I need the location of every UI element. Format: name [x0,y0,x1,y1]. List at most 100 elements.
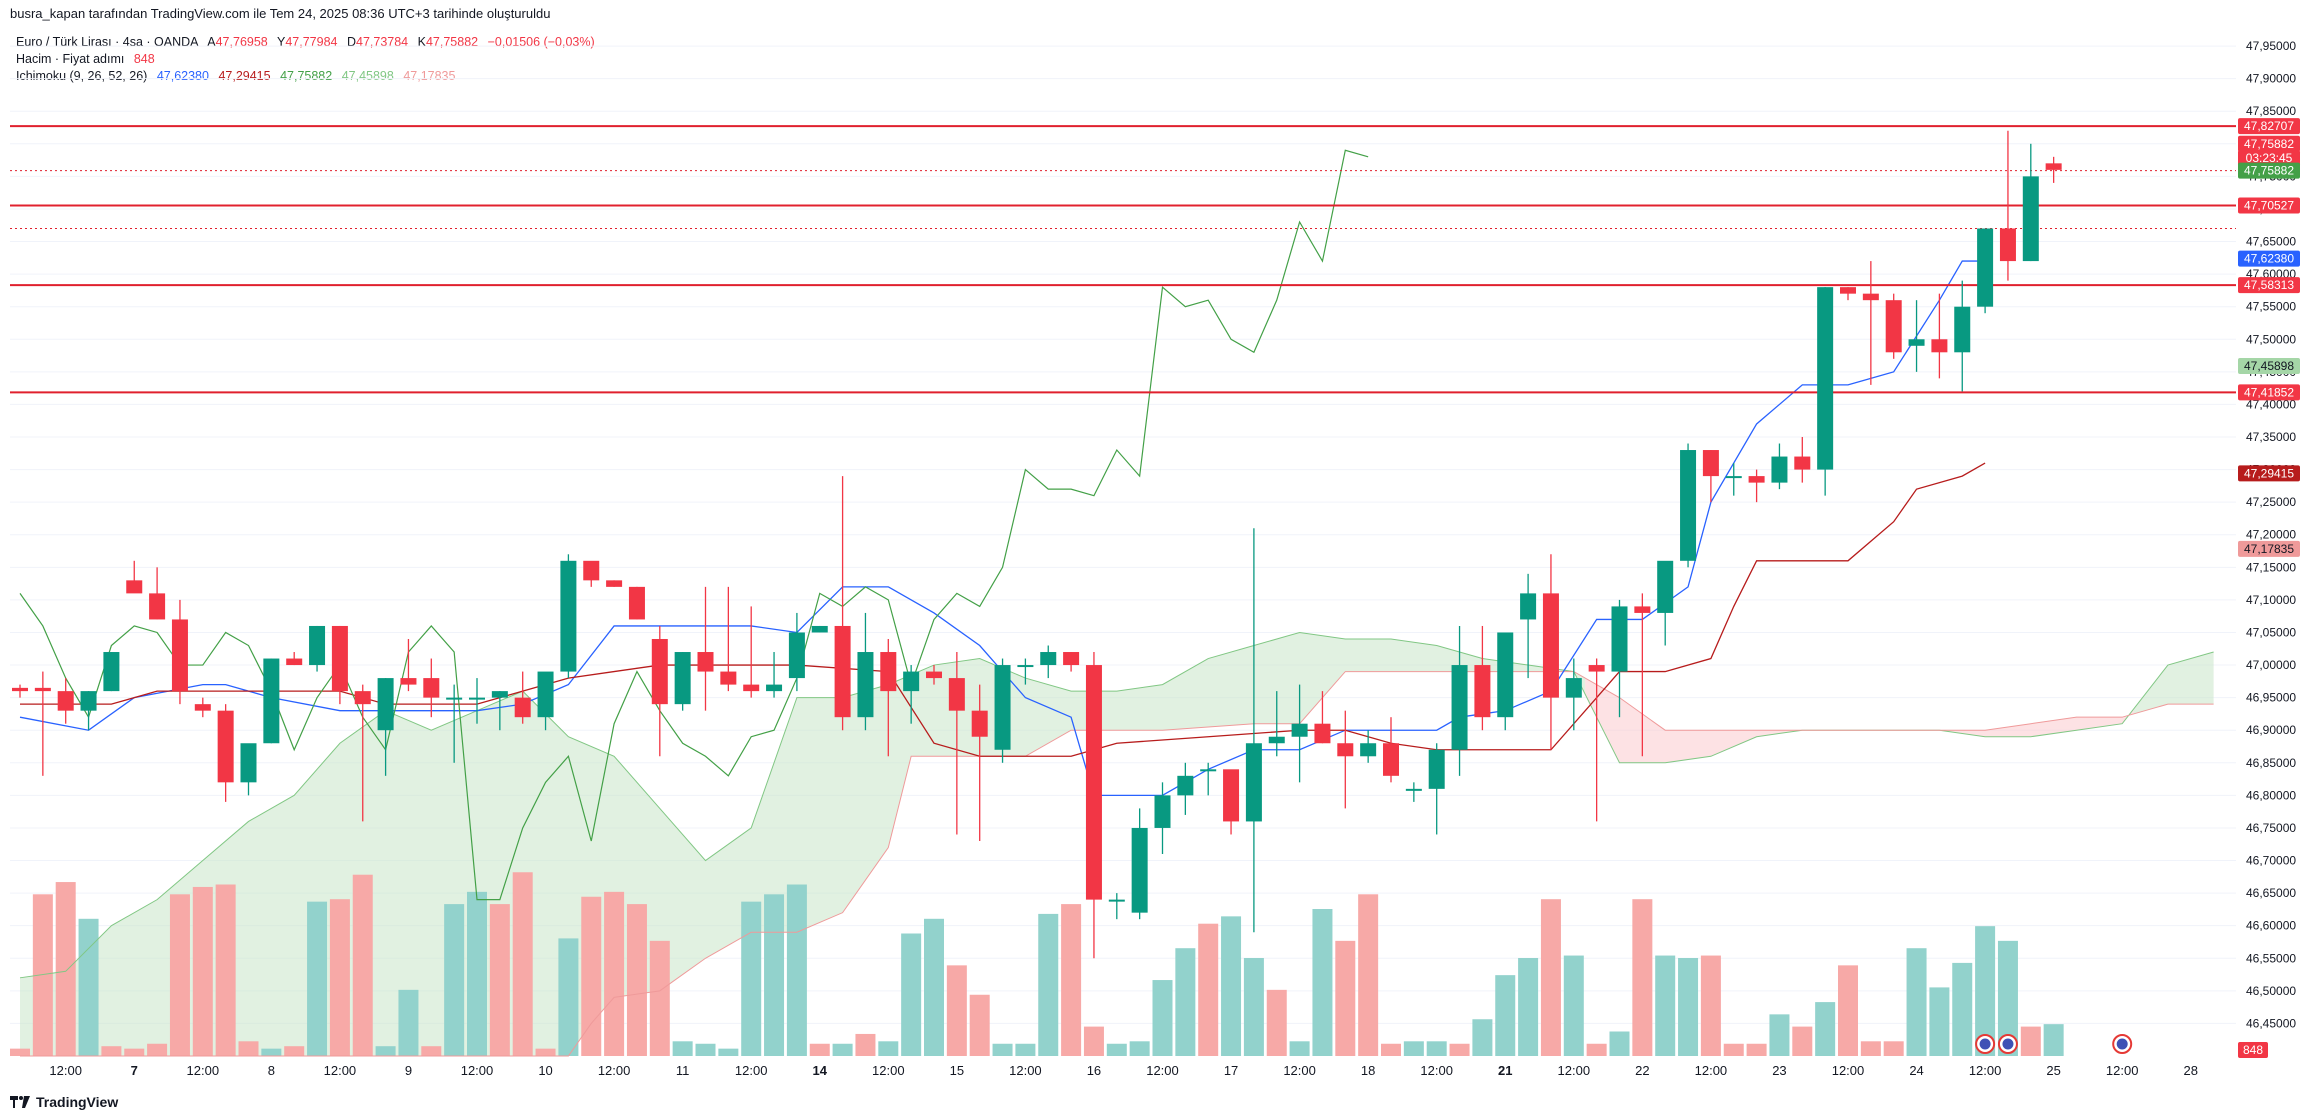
candle-body [240,743,257,783]
volume-bar [1198,923,1219,1056]
volume-bar [1952,962,1973,1056]
volume-bar [467,891,487,1056]
price-tick-label: 46,60000 [2246,919,2296,933]
time-tick-label: 17 [1224,1063,1238,1078]
candle-body [309,625,326,666]
volume-bar [1175,948,1196,1056]
candle-body [1931,339,1948,353]
candle-body [1885,300,1902,353]
price-label-text: 47,62380 [2244,252,2294,266]
event-marker-icon[interactable] [1997,1034,2018,1054]
candle-body [423,678,440,698]
volume-bar [1655,955,1676,1056]
volume-bar [992,1043,1013,1056]
candle-body [171,619,188,692]
kijun-sen-line [20,462,1986,757]
volume-bar [147,1043,168,1056]
volume-bar [672,1041,693,1056]
candle-body [720,671,737,685]
cloud-bearish-area [1585,678,1803,763]
event-marker-icon[interactable] [1975,1034,1996,1054]
volume-bar [375,1046,396,1056]
chart-legend: Euro / Türk Lirası · 4sa · OANDA A47,769… [16,34,601,85]
volume-bar [786,884,807,1056]
price-label-text: 47,41852 [2244,385,2294,399]
price-label-badge [2238,250,2300,267]
candle-body [331,625,348,692]
volume-bar [626,904,647,1056]
price-tick-label: 46,50000 [2246,984,2296,998]
candle-body [2045,163,2062,170]
volume-bar [307,901,328,1056]
candle-body [1428,749,1445,789]
event-marker-dot [2002,1038,2014,1050]
volume-bar [238,1041,259,1056]
candle-body [1999,228,2016,262]
candle-body [1085,665,1102,900]
volume-indicator-label[interactable]: Hacim · Fiyat adımı [16,52,125,66]
candle-body [1268,736,1285,744]
candle-body [1680,450,1697,561]
time-tick-label: 28 [2184,1063,2198,1078]
time-tick-label: 12:00 [598,1063,631,1078]
price-tick-label: 46,80000 [2246,788,2296,802]
candle-body [12,687,28,692]
candle-body [1634,606,1651,613]
volume-bar [2020,1026,2041,1056]
volume-bar [1632,899,1653,1056]
price-label-badge [2238,197,2300,214]
volume-bar [398,989,419,1056]
price-tick-label: 46,65000 [2246,886,2296,900]
time-tick-label: 21 [1498,1063,1512,1078]
price-label-text: 03:23:45 [2246,151,2293,165]
price-tick-label: 47,05000 [2246,625,2296,639]
volume-bar [1815,1002,1836,1056]
candle-body [948,678,965,711]
volume-bar [1586,1043,1607,1056]
candle-body [1131,827,1148,913]
candle-body [2022,176,2039,262]
candle-body [491,691,508,698]
volume-bar [1266,989,1287,1056]
candle-body [971,710,988,737]
volume-bar [101,1046,122,1056]
candle-body [880,652,897,692]
volume-bar [1518,958,1539,1056]
ichimoku-cloud [20,632,2214,1056]
price-tick-label: 47,90000 [2246,72,2296,86]
candle-body [537,671,554,718]
candle-body [1611,606,1628,672]
ichimoku-indicator-label[interactable]: Ichimoku (9, 26, 52, 26) [16,69,148,83]
candle-body [103,652,120,692]
ichimoku-tenkan-value: 47,62380 [156,69,209,83]
symbol-title[interactable]: Euro / Türk Lirası · 4sa · OANDA [16,35,199,49]
time-tick-label: 25 [2046,1063,2060,1078]
candle-body [1657,560,1674,613]
candle-body [263,658,280,744]
candle-body [217,710,234,783]
tradingview-logo[interactable]: TradingView [10,1094,118,1110]
price-label-text: 47,45898 [2244,359,2294,373]
candle-body [674,652,691,705]
candle-body [628,586,645,620]
candle-body [1223,769,1240,822]
candle-body [1017,665,1034,668]
event-marker-icon[interactable] [2112,1034,2133,1054]
price-tick-label: 46,55000 [2246,951,2296,965]
candle-body [1040,652,1057,666]
volume-bar [284,1046,305,1056]
volume-bar [1997,940,2018,1056]
volume-bar [32,894,53,1056]
volume-bar [169,894,190,1056]
volume-bar [1746,1043,1767,1056]
cloud-bullish-area [20,632,1586,1056]
candle-body [1840,287,1856,294]
cloud-bullish-area [2133,652,2214,714]
volume-bar [1563,955,1584,1056]
candle-body [1565,678,1582,698]
candle-body [1314,723,1331,744]
volume-bar [512,872,533,1056]
volume-label-badge [2238,1042,2268,1058]
price-axis: 46,45000 46,50000 46,55000 46,60000 46,65000… [2246,39,2296,1030]
